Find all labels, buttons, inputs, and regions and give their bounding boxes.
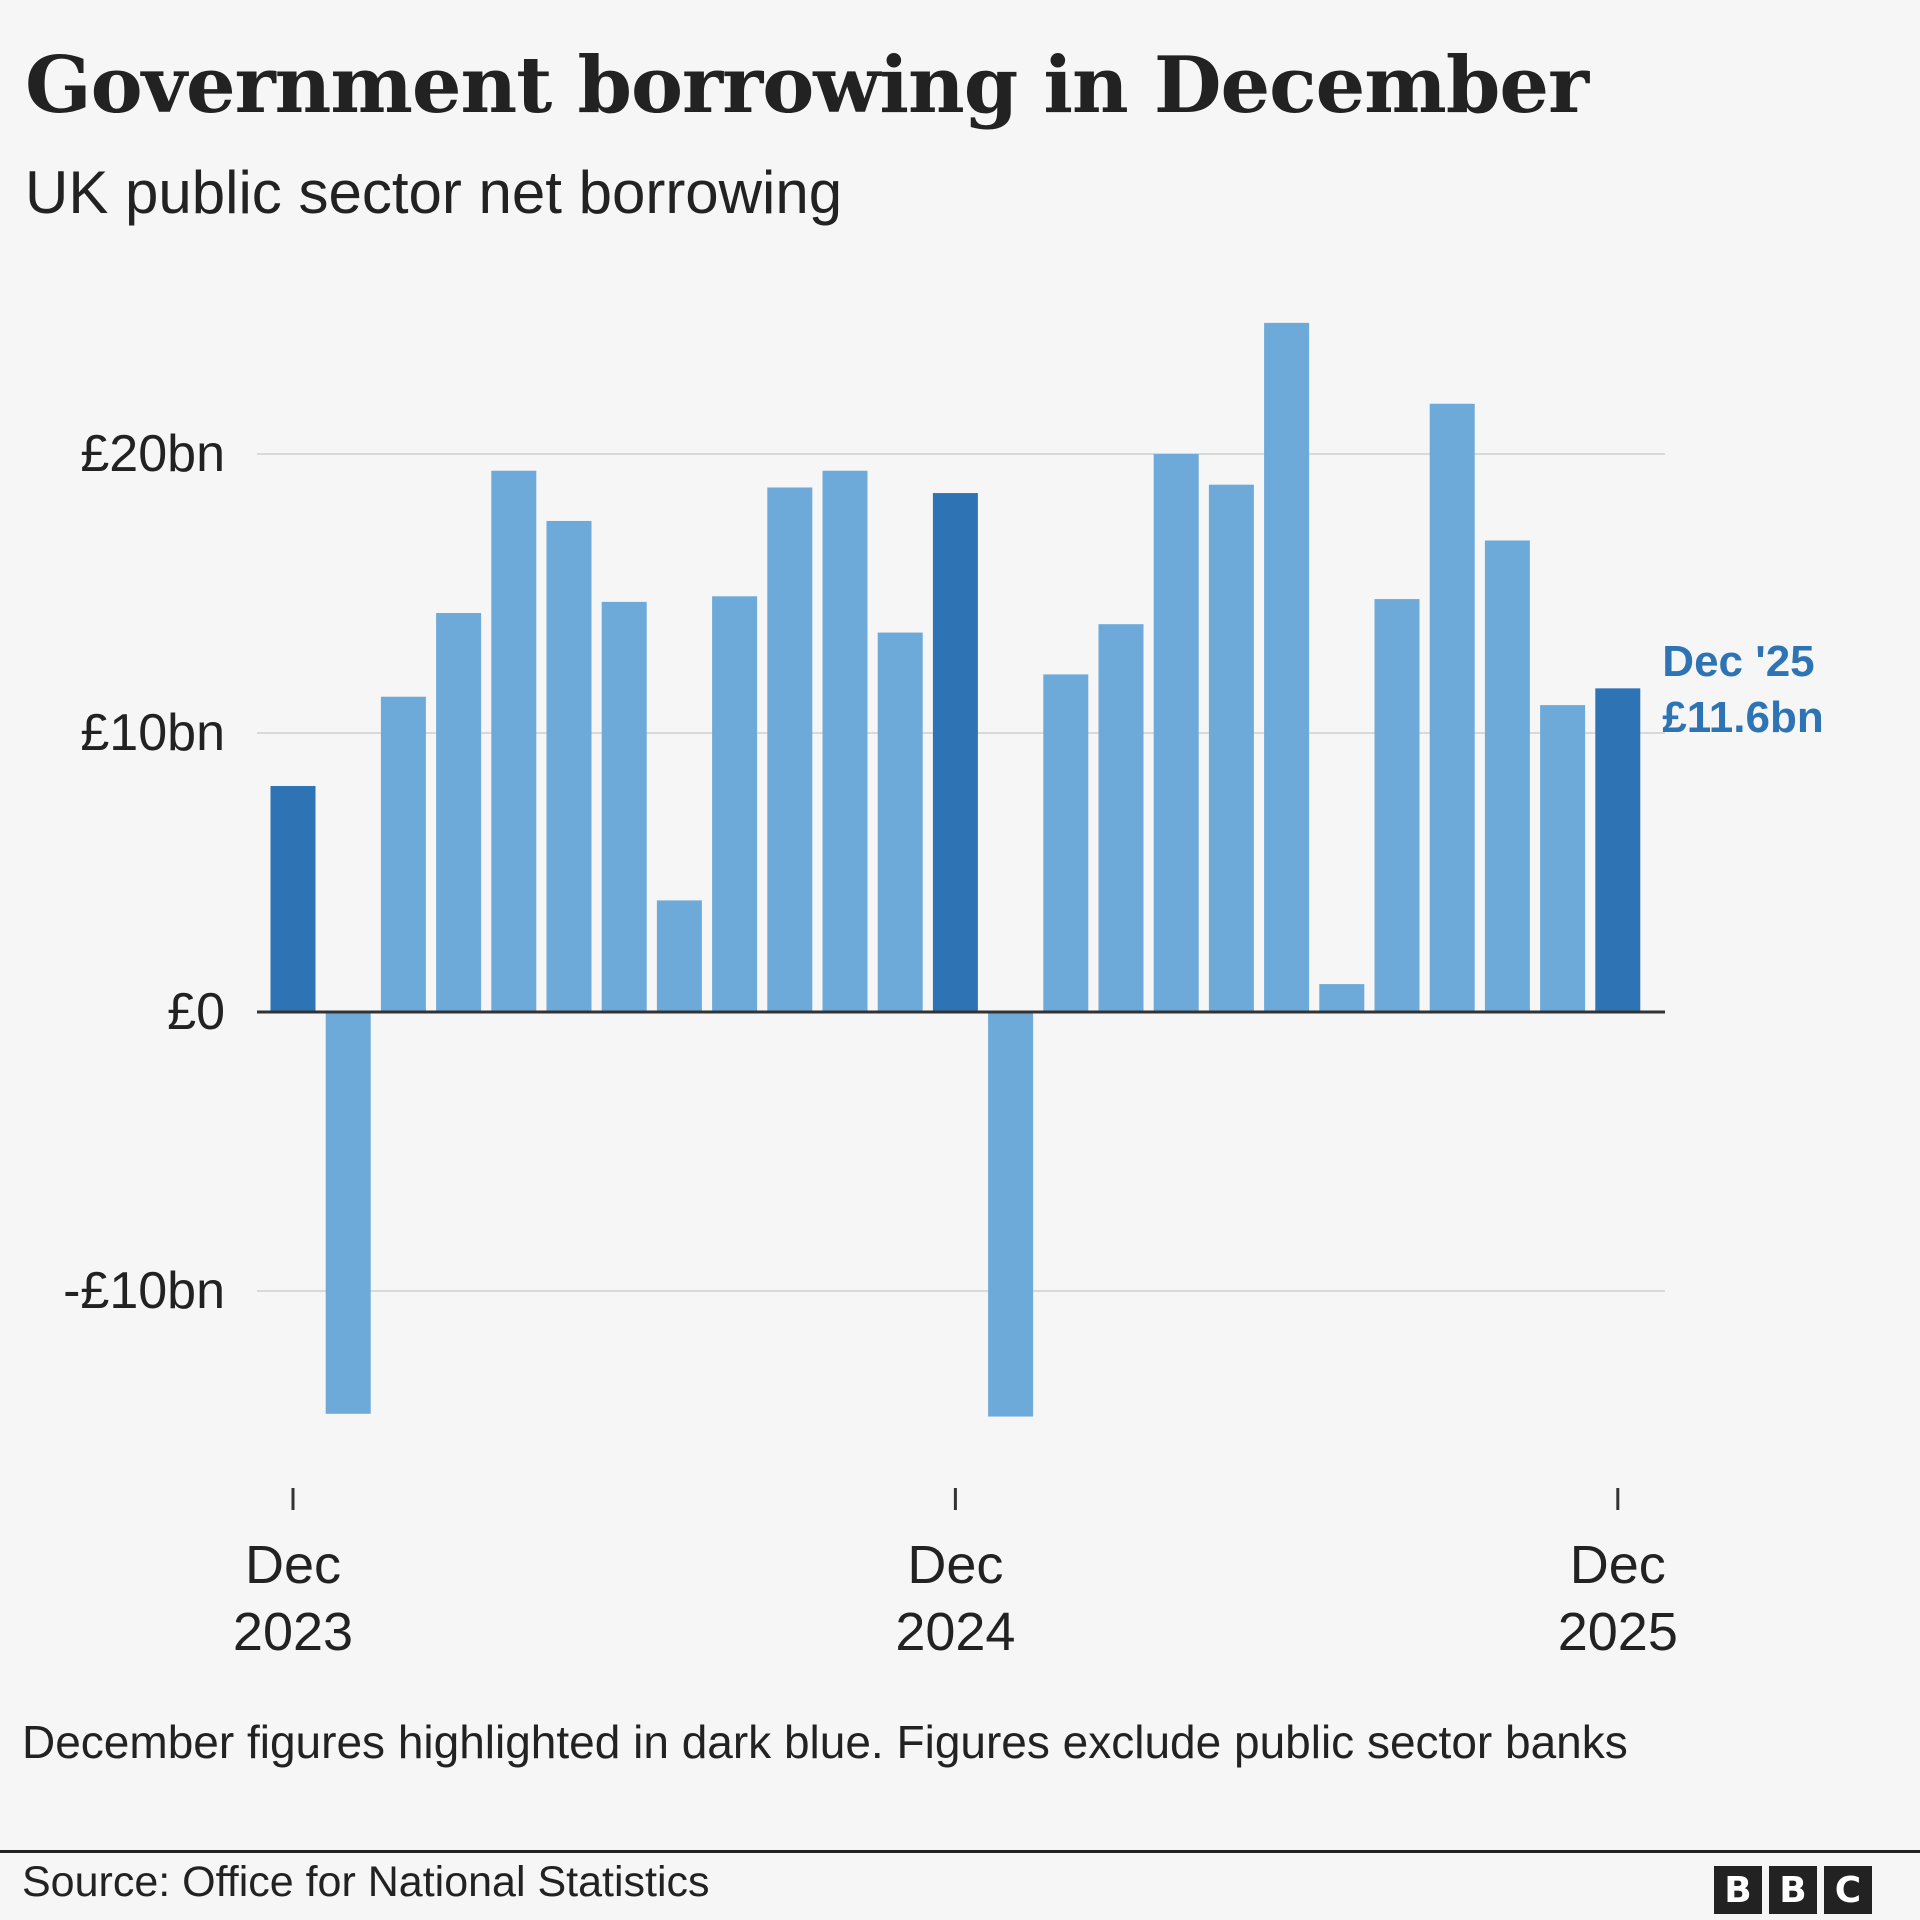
bar <box>932 493 978 1012</box>
bar <box>1043 674 1089 1012</box>
chart-note: December figures highlighted in dark blu… <box>22 1716 1628 1768</box>
bar <box>1264 322 1310 1012</box>
chart-title: Government borrowing in December <box>25 40 1589 131</box>
x-tick-label-month: Dec <box>1570 1535 1666 1595</box>
x-tick-label-year: 2023 <box>233 1602 353 1662</box>
bar <box>822 470 868 1012</box>
y-tick-label: £10bn <box>80 704 225 762</box>
annotation-value: £11.6bn <box>1662 693 1823 742</box>
bar <box>1429 403 1475 1012</box>
y-tick-label: -£10bn <box>63 1262 225 1320</box>
y-tick-label: £0 <box>167 983 225 1041</box>
logo-letter: B <box>1714 1866 1762 1914</box>
bar <box>436 613 482 1012</box>
footer-divider <box>0 1850 1920 1853</box>
logo-letter: B <box>1769 1866 1817 1914</box>
bar <box>1319 984 1365 1012</box>
bar <box>1208 484 1254 1012</box>
bar <box>767 487 813 1013</box>
bar <box>1153 454 1199 1012</box>
bar-chart: £20bn £10bn £0 -£10bn Dec 2023 Dec 2024 Dec 2025 D… <box>63 322 1824 1662</box>
x-tick-label-year: 2024 <box>895 1602 1015 1662</box>
bar <box>380 696 426 1012</box>
x-tick-label-year: 2025 <box>1558 1602 1678 1662</box>
bar <box>877 632 923 1012</box>
bar <box>546 520 592 1012</box>
bar <box>1374 599 1420 1012</box>
bar <box>601 601 647 1012</box>
bar <box>491 470 537 1012</box>
bar <box>270 786 316 1012</box>
source-text: Source: Office for National Statistics <box>22 1858 710 1906</box>
bar <box>988 1012 1034 1417</box>
logo-letter: C <box>1824 1866 1872 1914</box>
x-tick-label-month: Dec <box>245 1535 341 1595</box>
bar <box>1098 624 1144 1012</box>
chart-subtitle: UK public sector net borrowing <box>25 159 843 226</box>
bar <box>1484 540 1530 1012</box>
annotation-label: Dec '25 <box>1662 637 1814 686</box>
bar <box>325 1012 371 1414</box>
bar <box>712 596 758 1012</box>
bar <box>1595 688 1641 1012</box>
bars <box>270 322 1641 1417</box>
y-tick-label: £20bn <box>80 425 225 483</box>
bar <box>1540 705 1586 1012</box>
x-tick-label-month: Dec <box>907 1535 1003 1595</box>
labels: £20bn £10bn £0 -£10bn Dec 2023 Dec 2024 Dec 2025 D… <box>63 425 1824 1662</box>
bbc-logo: B B C <box>1714 1866 1872 1914</box>
bar <box>656 900 702 1012</box>
axes <box>257 1010 1665 1510</box>
